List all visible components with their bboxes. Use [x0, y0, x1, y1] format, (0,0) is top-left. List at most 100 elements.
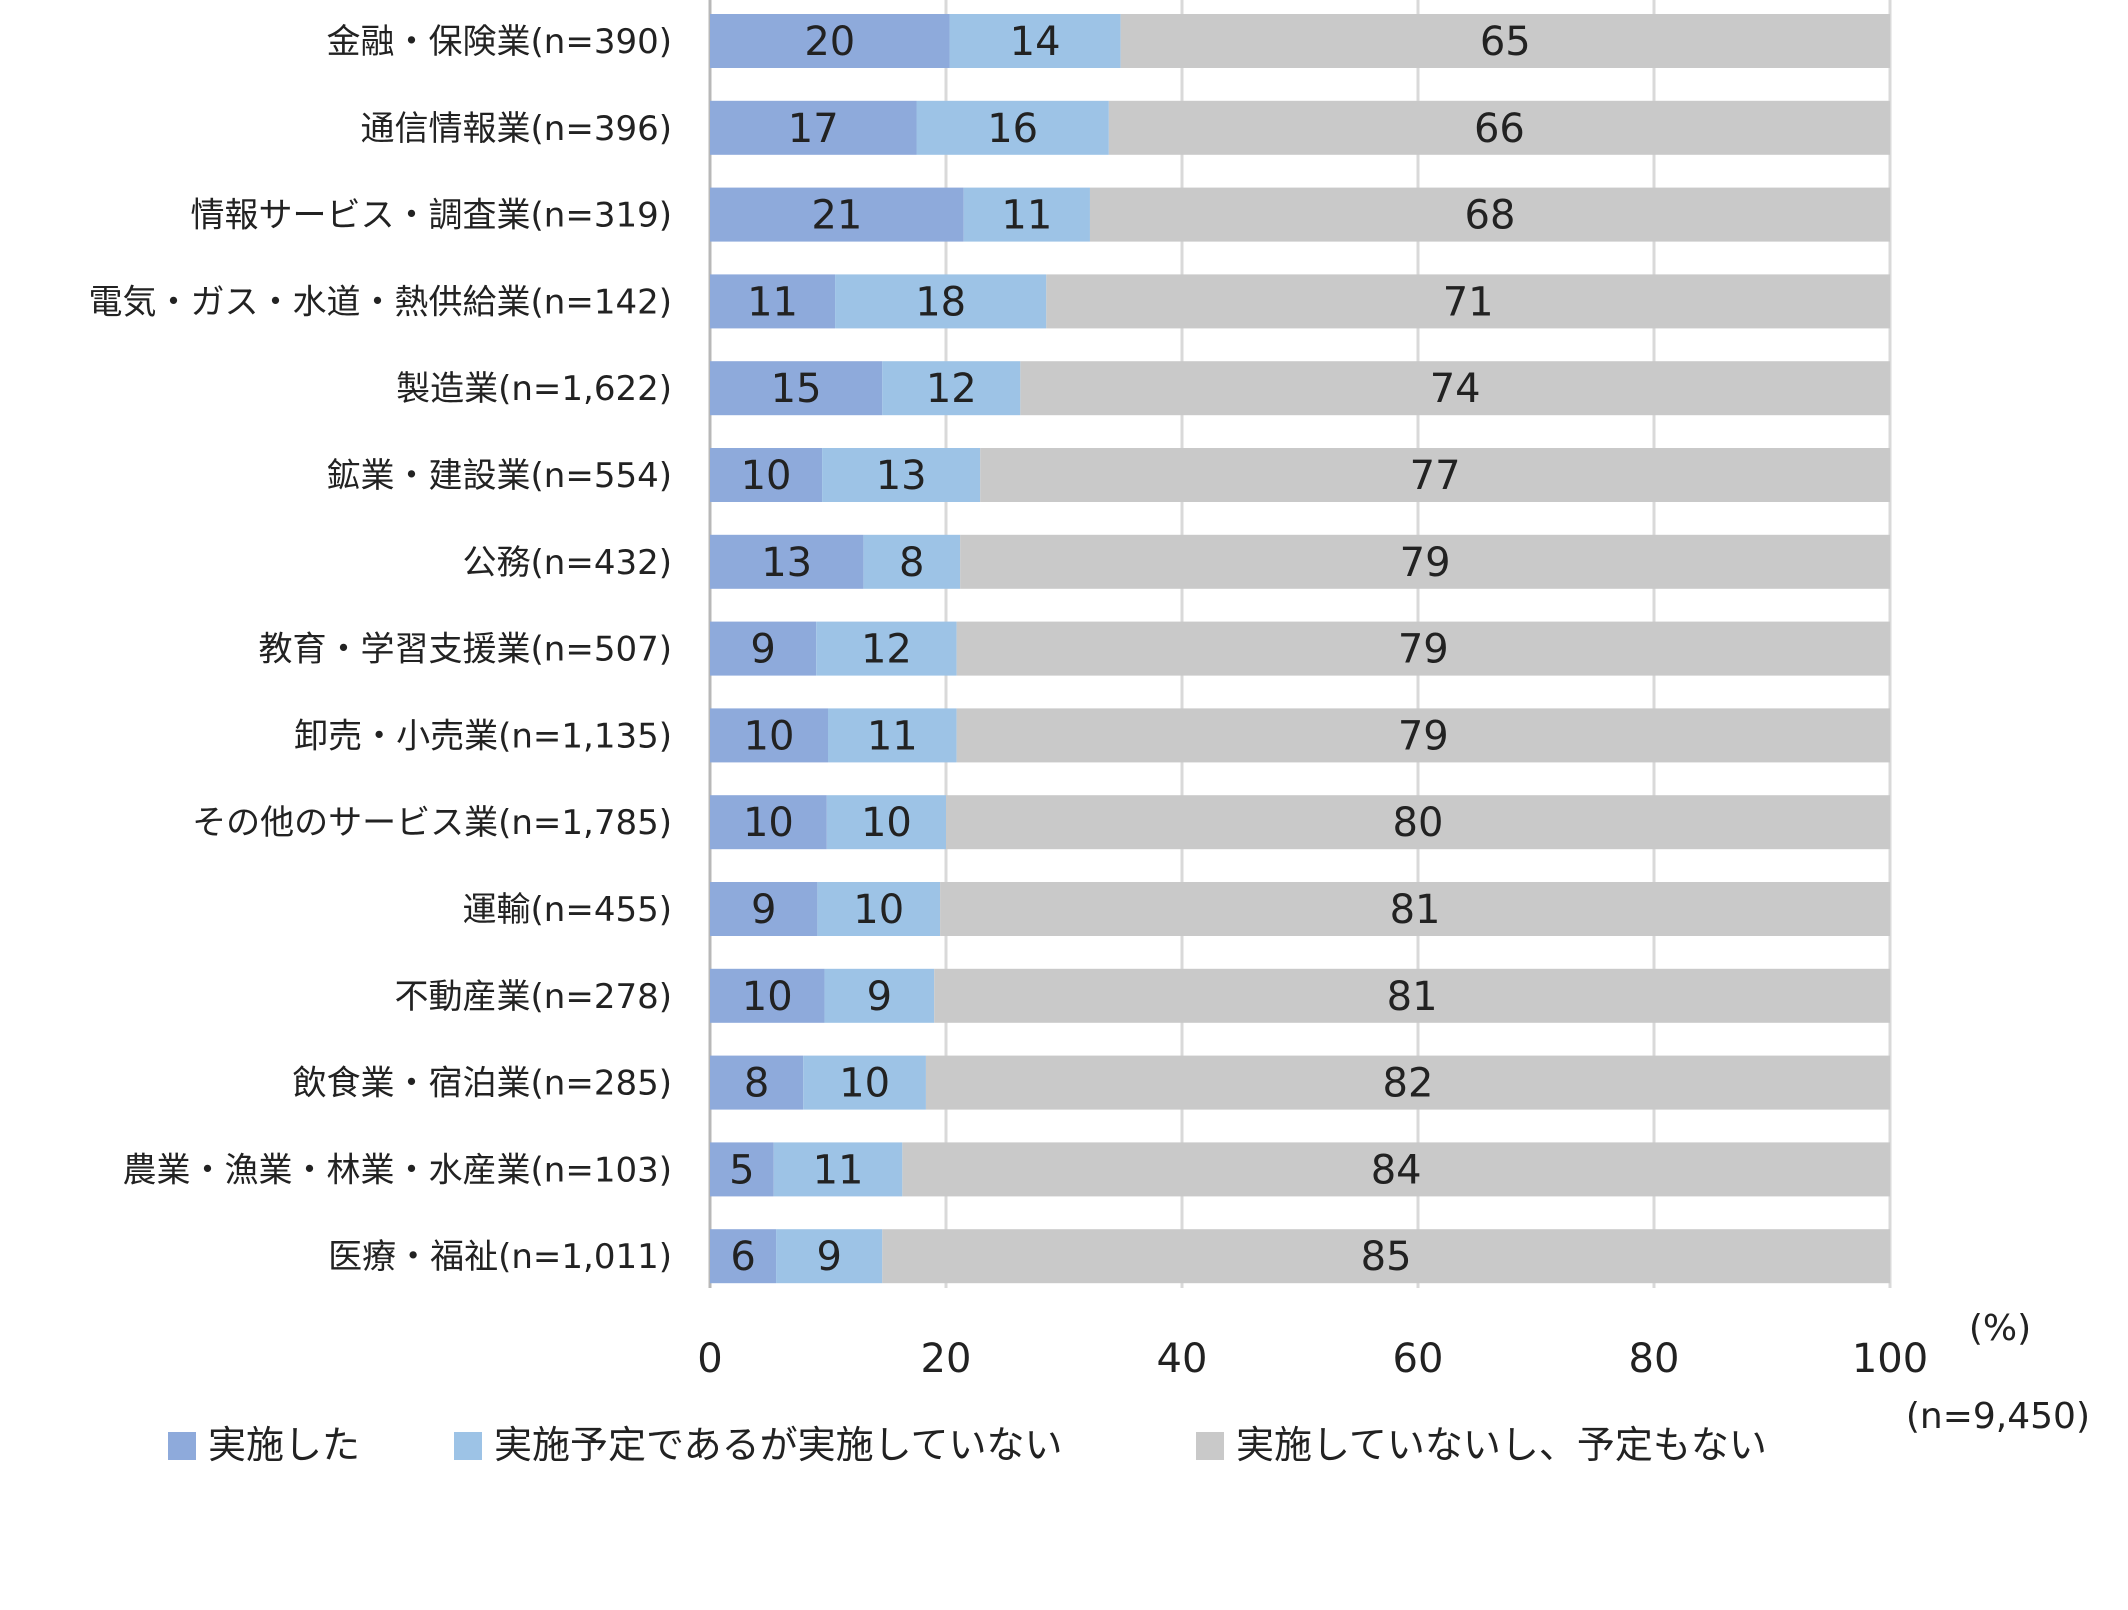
category-label-14: 農業・漁業・林業・水産業(n=103)	[123, 1150, 672, 1190]
value-label-8-series-2: 12	[861, 627, 912, 673]
value-label-9-series-3: 79	[1398, 713, 1449, 759]
bar-segment-4-series-2	[835, 274, 1047, 329]
value-label-14-series-2: 11	[813, 1147, 864, 1193]
value-label-4-series-3: 71	[1443, 279, 1494, 325]
bar-segment-8-series-2	[816, 621, 957, 676]
x-tick-100: 100	[1852, 1336, 1928, 1382]
value-label-9-series-1: 10	[744, 713, 795, 759]
bar-segment-2-series-1	[710, 100, 917, 155]
bar-segment-12-series-1	[710, 968, 825, 1023]
value-label-12-series-1: 10	[742, 974, 793, 1020]
category-label-12: 不動産業(n=278)	[395, 977, 672, 1017]
value-label-10-series-2: 10	[861, 800, 912, 846]
value-label-5-series-2: 12	[926, 366, 977, 412]
legend: 実施した 実施予定であるが実施していない 実施していないし、予定もない	[168, 1423, 1767, 1467]
value-label-7-series-2: 8	[899, 540, 924, 586]
value-label-2-series-3: 66	[1474, 106, 1525, 152]
bar-segment-10-series-1	[710, 795, 827, 850]
bar-segment-9-series-2	[828, 708, 957, 763]
bar-segment-10-series-2	[826, 795, 946, 850]
category-label-5: 製造業(n=1,622)	[396, 369, 672, 409]
value-label-8-series-3: 79	[1398, 627, 1449, 673]
bar-segment-12-series-3	[934, 968, 1890, 1023]
bar-segment-11-series-2	[817, 882, 941, 936]
x-tick-40: 40	[1157, 1336, 1208, 1382]
category-label-7: 公務(n=432)	[463, 543, 672, 583]
value-label-13-series-1: 8	[744, 1061, 769, 1107]
x-axis-ticks: 0 20 40 60 80 100	[697, 1336, 1928, 1382]
value-label-5-series-1: 15	[771, 366, 822, 412]
value-label-3-series-1: 21	[811, 193, 862, 239]
value-label-1-series-3: 65	[1480, 19, 1531, 65]
legend-swatch-2	[454, 1432, 482, 1460]
x-axis-unit-label: (%)	[1969, 1308, 2031, 1349]
value-label-4-series-2: 18	[915, 279, 966, 325]
bar-segment-13-series-3	[925, 1055, 1890, 1110]
value-label-11-series-1: 9	[751, 887, 776, 933]
bar-segment-5-series-1	[710, 361, 883, 416]
bar-segment-12-series-2	[824, 968, 935, 1023]
bar-segment-15-series-1	[710, 1229, 777, 1284]
bar-segment-7-series-1	[710, 534, 864, 589]
legend-label-3: 実施していないし、予定もない	[1236, 1423, 1767, 1467]
value-label-2-series-2: 16	[987, 106, 1038, 152]
value-label-11-series-2: 10	[853, 887, 904, 933]
value-label-15-series-3: 85	[1361, 1234, 1412, 1280]
bar-segment-5-series-3	[1020, 361, 1890, 416]
x-tick-0: 0	[697, 1336, 722, 1382]
category-labels: 金融・保険業(n=390) 通信情報業(n=396) 情報サービス・調査業(n=31…	[89, 22, 672, 1277]
bar-segment-2-series-2	[916, 100, 1109, 155]
value-label-6-series-3: 77	[1410, 453, 1461, 499]
bar-segment-5-series-2	[882, 361, 1021, 416]
category-label-11: 運輸(n=455)	[463, 890, 672, 930]
bar-segment-14-series-2	[773, 1142, 903, 1197]
category-label-2: 通信情報業(n=396)	[361, 109, 672, 149]
legend-label-2: 実施予定であるが実施していない	[494, 1423, 1062, 1467]
bar-segment-11-series-1	[710, 882, 818, 936]
bar-segment-3-series-3	[1089, 187, 1890, 242]
bar-segment-1-series-1	[710, 14, 950, 68]
bar-segment-7-series-2	[863, 534, 961, 589]
category-label-4: 電気・ガス・水道・熱供給業(n=142)	[89, 282, 672, 322]
category-label-15: 医療・福祉(n=1,011)	[328, 1237, 672, 1277]
value-label-11-series-3: 81	[1390, 887, 1441, 933]
bar-segment-4-series-1	[710, 274, 836, 329]
bar-segment-3-series-1	[710, 187, 964, 242]
category-label-10: その他のサービス業(n=1,785)	[192, 803, 672, 843]
bar-segment-11-series-3	[940, 882, 1890, 936]
bar-segment-8-series-1	[710, 621, 817, 676]
x-tick-80: 80	[1629, 1336, 1680, 1382]
bar-segment-6-series-1	[710, 448, 823, 502]
value-label-1-series-1: 20	[804, 19, 855, 65]
value-label-9-series-2: 11	[867, 713, 918, 759]
bar-segment-1-series-3	[1120, 14, 1890, 68]
value-label-6-series-1: 10	[741, 453, 792, 499]
bar-segment-6-series-3	[980, 448, 1890, 502]
value-label-13-series-3: 82	[1383, 1061, 1434, 1107]
category-label-6: 鉱業・建設業(n=554)	[327, 456, 672, 496]
bar-segment-1-series-2	[949, 14, 1121, 68]
bar-segment-6-series-2	[822, 448, 981, 502]
bar-segment-2-series-3	[1108, 100, 1890, 155]
x-tick-20: 20	[921, 1336, 972, 1382]
value-label-14-series-3: 84	[1371, 1147, 1422, 1193]
value-label-6-series-2: 13	[876, 453, 927, 499]
legend-swatch-1	[168, 1432, 196, 1460]
value-label-13-series-2: 10	[839, 1061, 890, 1107]
value-label-1-series-2: 14	[1010, 19, 1061, 65]
value-label-7-series-1: 13	[761, 540, 812, 586]
bar-segment-7-series-3	[960, 534, 1890, 589]
value-label-3-series-2: 11	[1001, 193, 1052, 239]
value-label-15-series-1: 6	[730, 1234, 755, 1280]
legend-label-1: 実施した	[208, 1423, 360, 1467]
value-label-15-series-2: 9	[816, 1234, 841, 1280]
value-label-12-series-3: 81	[1387, 974, 1438, 1020]
bar-segment-9-series-1	[710, 708, 828, 763]
value-label-3-series-3: 68	[1465, 193, 1516, 239]
value-label-10-series-1: 10	[743, 800, 794, 846]
bar-segment-3-series-2	[963, 187, 1090, 242]
sample-size-note: (n=9,450)	[1906, 1396, 2090, 1437]
legend-swatch-3	[1196, 1432, 1224, 1460]
x-tick-60: 60	[1393, 1336, 1444, 1382]
